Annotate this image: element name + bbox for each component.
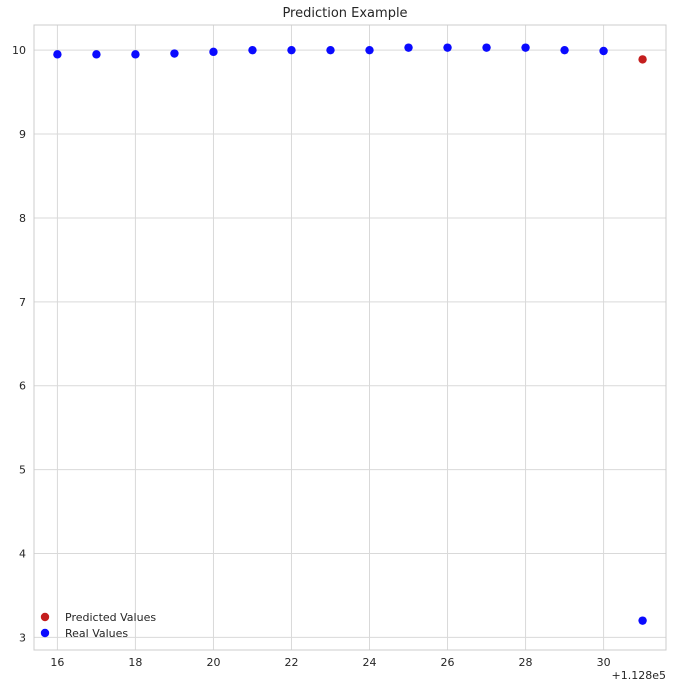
- real-values-point: [404, 43, 413, 52]
- real-values-point: [209, 47, 218, 57]
- real-values-point: [521, 43, 530, 52]
- real-values-point: [92, 50, 101, 59]
- y-tick-label: 7: [19, 296, 26, 309]
- legend-marker-predicted-values: [40, 612, 50, 622]
- y-tick-label: 3: [19, 631, 26, 644]
- real-values-point: [560, 45, 569, 55]
- real-values-point: [599, 46, 608, 56]
- y-tick-label: 6: [19, 380, 26, 393]
- real-values-point: [443, 43, 452, 52]
- real-values-point: [248, 45, 257, 55]
- grid-layer: [34, 25, 666, 650]
- legend-label-real-values: Real Values: [65, 627, 128, 640]
- real-values-point: [638, 616, 647, 625]
- points-layer: [53, 43, 647, 625]
- y-tick-label: 4: [19, 548, 26, 561]
- real-values-point: [365, 45, 374, 55]
- x-tick-label: 18: [128, 656, 142, 669]
- y-tick-label: 8: [19, 212, 26, 225]
- real-values-point: [170, 49, 179, 58]
- plot-frame: [33, 24, 667, 651]
- y-tick-label: 9: [19, 128, 26, 141]
- legend-label-predicted-values: Predicted Values: [65, 611, 156, 624]
- real-values-point: [326, 45, 335, 55]
- legend: Predicted Values Real Values: [40, 611, 156, 640]
- x-tick-label: 16: [50, 656, 64, 669]
- x-tick-label: 28: [519, 656, 533, 669]
- ticks-layer: 16 18 20 22 24 26 28 30 3 4 5 6 7 8 9 10: [12, 44, 611, 669]
- y-tick-label: 5: [19, 464, 26, 477]
- real-values-point: [53, 50, 62, 59]
- x-tick-label: 24: [363, 656, 377, 669]
- x-tick-label: 30: [597, 656, 611, 669]
- y-tick-label: 10: [12, 44, 26, 57]
- x-offset-label: +1.128e5: [612, 669, 666, 682]
- x-tick-label: 26: [441, 656, 455, 669]
- real-values-point: [131, 50, 140, 59]
- x-tick-label: 22: [284, 656, 298, 669]
- x-tick-label: 20: [206, 656, 220, 669]
- real-values-point: [287, 45, 296, 55]
- real-values-point: [482, 43, 491, 52]
- predicted-values-point: [638, 55, 647, 64]
- legend-marker-real-values: [40, 628, 50, 638]
- chart-title: Prediction Example: [282, 6, 407, 21]
